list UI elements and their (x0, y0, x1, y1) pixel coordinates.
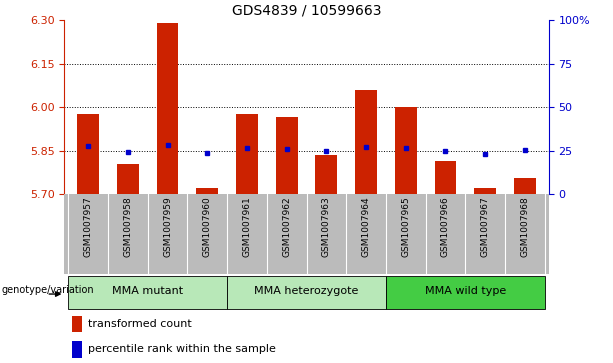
Text: GSM1007968: GSM1007968 (520, 197, 529, 257)
Bar (474, 188, 496, 194)
Bar (72, 341, 82, 358)
Bar (236, 114, 258, 194)
Text: GSM1007960: GSM1007960 (203, 197, 211, 257)
Text: percentile rank within the sample: percentile rank within the sample (88, 344, 275, 354)
Text: MMA wild type: MMA wild type (425, 286, 506, 297)
Text: GSM1007963: GSM1007963 (322, 197, 331, 257)
Bar (316, 155, 337, 194)
Text: GSM1007957: GSM1007957 (84, 197, 93, 257)
Bar (72, 315, 82, 333)
Text: transformed count: transformed count (88, 319, 191, 329)
Title: GDS4839 / 10599663: GDS4839 / 10599663 (232, 3, 381, 17)
Bar (514, 178, 536, 194)
Bar (196, 188, 218, 194)
Text: MMA heterozygote: MMA heterozygote (254, 286, 359, 297)
Bar (355, 90, 377, 194)
Text: MMA mutant: MMA mutant (112, 286, 183, 297)
Text: GSM1007966: GSM1007966 (441, 197, 450, 257)
Bar (276, 117, 297, 194)
Bar (117, 164, 139, 194)
Bar (395, 107, 417, 194)
Text: GSM1007961: GSM1007961 (243, 197, 251, 257)
FancyBboxPatch shape (68, 276, 227, 309)
Text: GSM1007965: GSM1007965 (402, 197, 410, 257)
Bar (77, 114, 99, 194)
Text: GSM1007958: GSM1007958 (123, 197, 132, 257)
Text: GSM1007964: GSM1007964 (362, 197, 370, 257)
FancyBboxPatch shape (386, 276, 545, 309)
Bar (435, 161, 456, 194)
Text: genotype/variation: genotype/variation (1, 285, 94, 295)
Text: GSM1007967: GSM1007967 (481, 197, 490, 257)
FancyBboxPatch shape (227, 276, 386, 309)
Text: GSM1007962: GSM1007962 (282, 197, 291, 257)
Text: GSM1007959: GSM1007959 (163, 197, 172, 257)
Bar (157, 23, 178, 194)
